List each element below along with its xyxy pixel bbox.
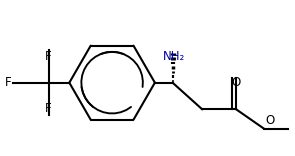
Text: F: F bbox=[45, 50, 52, 63]
Text: F: F bbox=[5, 76, 12, 89]
Text: O: O bbox=[266, 114, 275, 127]
Text: F: F bbox=[45, 102, 52, 115]
Text: NH₂: NH₂ bbox=[163, 50, 185, 63]
Text: O: O bbox=[231, 76, 241, 89]
